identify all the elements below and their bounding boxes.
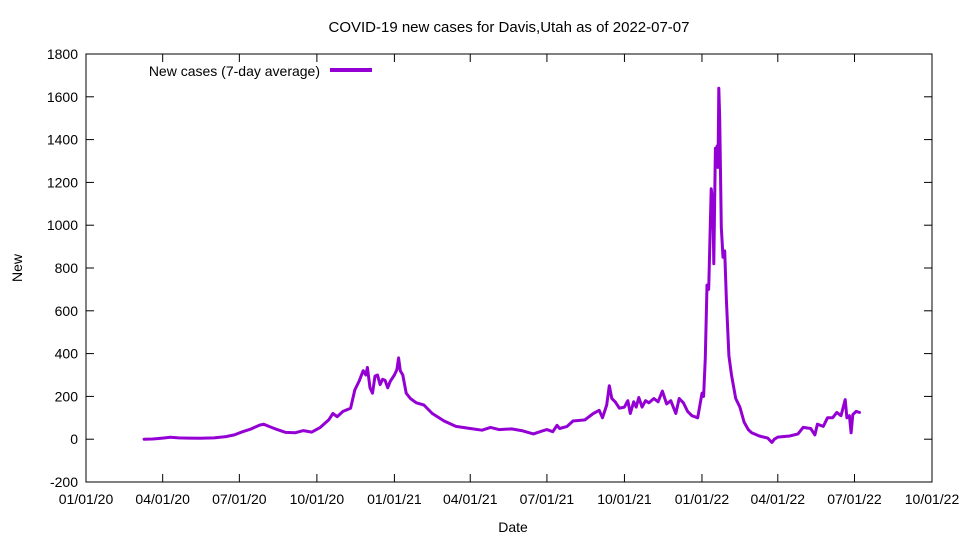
y-tick-label: 800 [55, 260, 79, 276]
y-tick-label: 1200 [47, 174, 78, 190]
x-tick-label: 10/01/21 [597, 491, 652, 507]
x-tick-label: 04/01/21 [443, 491, 498, 507]
chart-title: COVID-19 new cases for Davis,Utah as of … [328, 19, 689, 36]
legend-label: New cases (7-day average) [149, 63, 320, 79]
x-tick-label: 01/01/20 [59, 491, 114, 507]
x-tick-label: 07/01/22 [827, 491, 882, 507]
x-tick-label: 10/01/22 [905, 491, 960, 507]
y-axis-label: New [9, 253, 25, 282]
legend: New cases (7-day average) [149, 63, 372, 79]
x-tick-label: 07/01/20 [212, 491, 267, 507]
x-axis-label: Date [498, 519, 528, 535]
y-tick-label: -200 [50, 474, 78, 490]
x-tick-label: 04/01/22 [751, 491, 806, 507]
y-tick-label: 1000 [47, 217, 78, 233]
x-tick-label: 07/01/21 [520, 491, 575, 507]
series-line-new-cases [142, 86, 861, 444]
y-tick-label: 600 [55, 303, 79, 319]
x-tick-label: 10/01/20 [290, 491, 345, 507]
y-tick-label: 1600 [47, 89, 78, 105]
y-tick-label: 1400 [47, 132, 78, 148]
plot-border [85, 53, 933, 483]
y-tick-label: 1800 [47, 46, 78, 62]
series-layer [142, 86, 861, 444]
x-tick-label: 01/01/21 [367, 491, 422, 507]
y-tick-label: 200 [55, 388, 79, 404]
y-axis-ticks: -200 0 200 400 600 800 1000 1200 1400 1600 1800 [47, 46, 932, 490]
x-tick-label: 04/01/20 [135, 491, 190, 507]
y-tick-label: 400 [55, 346, 79, 362]
y-tick-label: 0 [70, 431, 78, 447]
x-tick-label: 01/01/22 [675, 491, 730, 507]
